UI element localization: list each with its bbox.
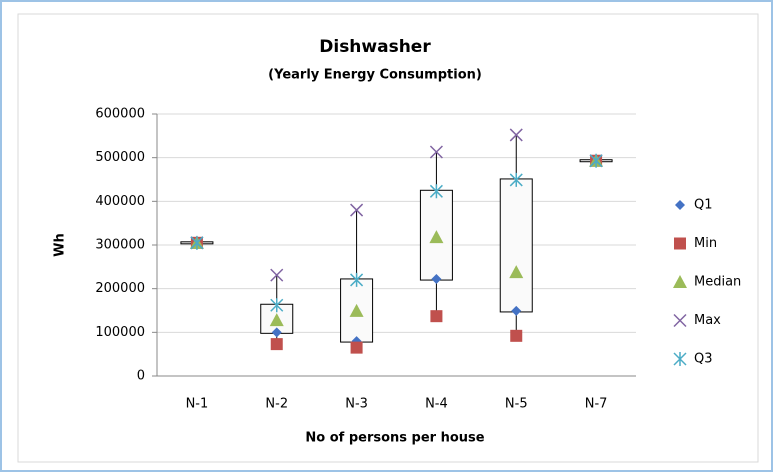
- marker-star: [429, 184, 443, 199]
- marker-x: [350, 203, 364, 217]
- y-tick-label: 100000: [95, 325, 145, 340]
- legend-label: Max: [694, 313, 721, 328]
- x-tick-label: N-3: [345, 397, 368, 412]
- x-tick-label: N-5: [505, 397, 528, 412]
- y-tick-label: 200000: [95, 281, 145, 296]
- marker-square: [270, 338, 283, 351]
- marker-triangle: [429, 230, 444, 244]
- box: [499, 178, 533, 313]
- chart-area: [17, 13, 759, 463]
- y-tick-label: 500000: [95, 150, 145, 165]
- marker-square: [430, 310, 443, 323]
- y-tick-label: 300000: [95, 238, 145, 253]
- marker-triangle: [509, 265, 524, 279]
- legend-marker: [673, 313, 687, 328]
- x-tick-label: N-7: [585, 397, 608, 412]
- marker-square: [350, 341, 363, 354]
- y-axis-label: Wh: [53, 233, 68, 257]
- marker-star: [350, 272, 364, 287]
- marker-star: [190, 235, 204, 250]
- chart-subtitle: (Yearly Energy Consumption): [268, 68, 482, 83]
- marker-x: [509, 128, 523, 142]
- legend-label: Q1: [694, 198, 713, 213]
- legend-marker: [674, 237, 686, 250]
- legend-marker: [673, 275, 687, 288]
- marker-diamond: [431, 274, 442, 285]
- marker-diamond: [511, 305, 522, 316]
- x-tick-label: N-2: [265, 397, 288, 412]
- marker-x: [429, 145, 443, 159]
- legend-label: Q3: [694, 352, 713, 367]
- marker-triangle: [349, 303, 364, 317]
- marker-diamond: [271, 327, 282, 338]
- legend-label: Median: [694, 275, 741, 290]
- marker-square: [510, 329, 523, 342]
- legend-marker: [675, 200, 685, 210]
- marker-triangle: [269, 313, 284, 327]
- marker-star: [270, 298, 284, 313]
- y-tick-label: 600000: [95, 107, 145, 122]
- chart-title: Dishwasher: [319, 37, 431, 57]
- x-tick-label: N-1: [186, 397, 209, 412]
- marker-x: [270, 268, 284, 282]
- legend-label: Min: [694, 236, 717, 251]
- marker-star: [509, 172, 523, 187]
- marker-star: [589, 153, 603, 168]
- legend-marker: [673, 352, 687, 366]
- x-axis-label: No of persons per house: [305, 431, 484, 446]
- x-tick-label: N-4: [425, 397, 448, 412]
- y-tick-label: 400000: [95, 194, 145, 209]
- y-tick-label: 0: [137, 369, 145, 384]
